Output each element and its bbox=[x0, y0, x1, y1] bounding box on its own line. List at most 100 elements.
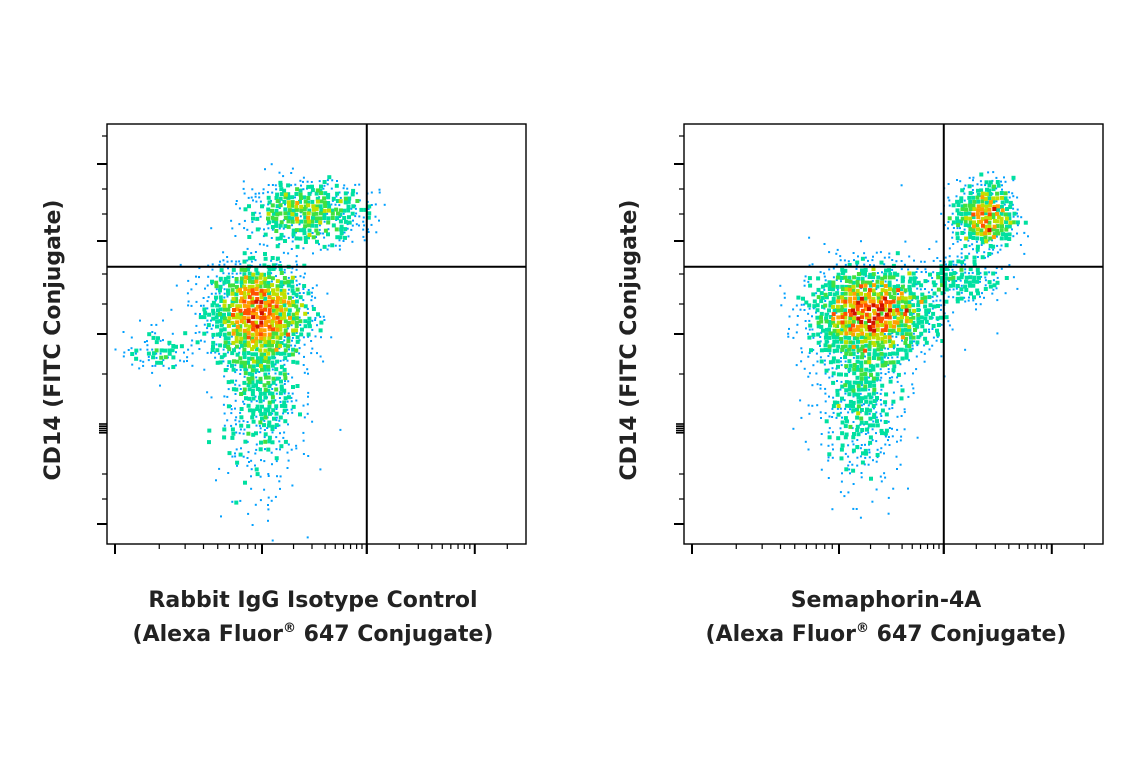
density-dot bbox=[247, 380, 252, 385]
density-dot bbox=[227, 267, 229, 270]
density-dot bbox=[242, 387, 247, 392]
density-dot bbox=[319, 355, 322, 358]
density-dot bbox=[358, 183, 361, 186]
density-dot bbox=[143, 341, 146, 343]
density-dot bbox=[848, 291, 853, 296]
density-dot bbox=[936, 275, 941, 280]
density-dot bbox=[883, 452, 885, 455]
density-dot bbox=[871, 428, 874, 431]
density-dot bbox=[884, 404, 887, 407]
density-dot bbox=[896, 300, 901, 305]
density-dot bbox=[1016, 196, 1019, 199]
density-dot bbox=[972, 220, 977, 225]
density-dot bbox=[947, 196, 950, 199]
density-dot bbox=[883, 333, 886, 335]
density-dot bbox=[839, 276, 844, 280]
density-dot bbox=[239, 336, 244, 341]
density-dot bbox=[214, 292, 217, 295]
density-dot bbox=[972, 199, 977, 204]
density-dot bbox=[303, 219, 308, 224]
density-dot bbox=[150, 324, 153, 326]
density-dot bbox=[259, 200, 262, 203]
density-dot bbox=[1019, 244, 1022, 246]
density-dot bbox=[291, 336, 294, 339]
density-dot bbox=[254, 195, 257, 198]
density-dot bbox=[903, 312, 908, 317]
density-dot bbox=[848, 331, 853, 335]
density-dot bbox=[844, 392, 847, 395]
density-dot bbox=[222, 303, 227, 308]
density-dot bbox=[871, 303, 876, 308]
density-dot bbox=[270, 424, 275, 429]
density-dot bbox=[247, 408, 252, 413]
density-dot bbox=[872, 415, 877, 420]
density-dot bbox=[159, 352, 162, 355]
density-dot bbox=[868, 340, 873, 345]
density-dot bbox=[855, 267, 858, 270]
density-dot bbox=[879, 368, 882, 371]
density-dot bbox=[823, 303, 828, 308]
density-dot bbox=[883, 283, 888, 288]
density-dot bbox=[246, 291, 251, 296]
density-dot bbox=[330, 243, 335, 248]
density-dot bbox=[299, 215, 302, 218]
density-dot bbox=[258, 395, 262, 400]
density-dot bbox=[274, 372, 277, 375]
density-dot bbox=[255, 200, 258, 203]
density-dot bbox=[869, 373, 873, 377]
density-dot bbox=[218, 319, 223, 324]
density-dot bbox=[295, 219, 300, 224]
density-dot bbox=[186, 292, 189, 295]
density-dot bbox=[235, 200, 238, 202]
density-dot bbox=[867, 275, 872, 279]
density-dot bbox=[270, 395, 275, 400]
density-dot bbox=[840, 384, 845, 389]
density-dot bbox=[338, 216, 341, 218]
density-dot bbox=[832, 400, 837, 405]
density-dot bbox=[283, 339, 286, 342]
density-dot bbox=[246, 259, 249, 262]
density-dot bbox=[240, 447, 242, 450]
density-dot bbox=[852, 392, 857, 397]
density-dot bbox=[311, 232, 314, 234]
density-dot bbox=[291, 484, 294, 487]
density-dot bbox=[370, 204, 373, 206]
density-dot bbox=[1001, 184, 1003, 187]
density-dot bbox=[864, 380, 869, 384]
density-dot bbox=[210, 283, 213, 286]
density-dot bbox=[302, 364, 305, 366]
density-dot bbox=[996, 183, 1001, 188]
density-dot bbox=[238, 356, 243, 361]
density-dot bbox=[879, 392, 882, 395]
density-dot bbox=[298, 292, 301, 295]
density-dot bbox=[227, 388, 230, 391]
density-dot bbox=[299, 179, 302, 182]
density-dot bbox=[283, 207, 288, 212]
density-dot bbox=[215, 303, 220, 308]
density-dot bbox=[976, 251, 979, 254]
density-dot bbox=[851, 463, 854, 466]
density-dot bbox=[983, 211, 988, 215]
density-dot bbox=[955, 231, 960, 236]
density-dot bbox=[290, 172, 293, 174]
density-dot bbox=[964, 348, 967, 351]
density-dot bbox=[823, 348, 828, 352]
density-dot bbox=[288, 315, 292, 320]
density-dot bbox=[230, 335, 233, 338]
density-dot bbox=[187, 300, 190, 303]
density-dot bbox=[166, 356, 169, 359]
density-dot bbox=[311, 304, 314, 307]
density-dot bbox=[888, 427, 891, 429]
density-dot bbox=[234, 285, 239, 289]
density-dot bbox=[278, 211, 283, 216]
density-dot bbox=[919, 335, 922, 338]
density-dot bbox=[872, 283, 877, 288]
density-dot bbox=[1023, 231, 1026, 234]
density-dot bbox=[295, 287, 300, 292]
density-dot bbox=[134, 356, 139, 361]
density-dot bbox=[855, 264, 858, 267]
density-dot bbox=[251, 344, 256, 349]
density-dot bbox=[971, 189, 974, 191]
density-dot bbox=[860, 396, 865, 401]
x-axis-label-line1: Semaphorin-4A bbox=[791, 588, 982, 613]
